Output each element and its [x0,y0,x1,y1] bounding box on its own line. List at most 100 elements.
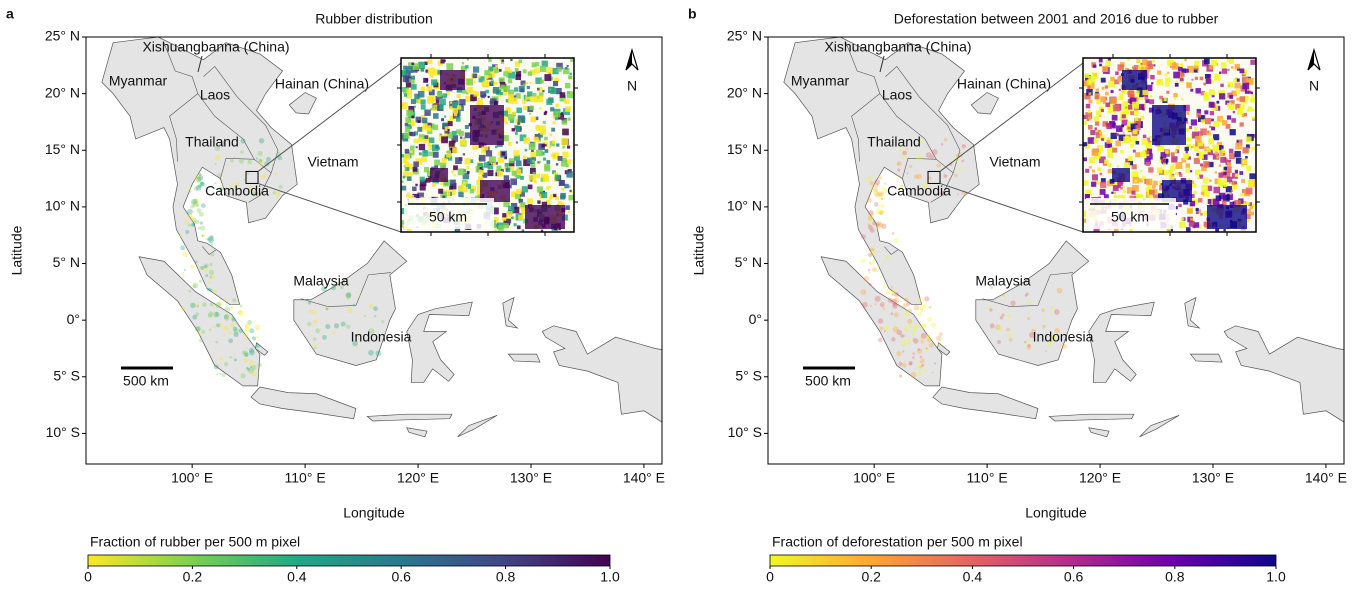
inset-pixel [551,140,556,144]
border [879,93,937,179]
inset-pixel [544,149,549,153]
inset-pixel [1123,162,1131,169]
inset-pixel [1090,130,1096,136]
inset-pixel [548,145,552,149]
inset-pixel [504,66,511,73]
tint [882,307,886,310]
tint [925,152,932,158]
tint [936,335,942,342]
tint [187,213,193,219]
inset-pixel [463,181,467,185]
colorbar [87,554,611,567]
inset-pixel [514,68,519,72]
inset-pixel [1107,143,1112,148]
inset-pixel [472,66,480,73]
inset-pixel [1153,194,1160,201]
inset-pixel [567,117,571,121]
tint [920,339,925,344]
inset-pixel [405,92,412,99]
land [293,240,408,366]
inset-pixel [1234,181,1238,185]
inset-pixel [1242,82,1250,90]
inset-pixel [515,74,522,81]
inset-pixel [507,106,511,110]
inset-pixel [1190,88,1194,92]
inset-pixel [1088,75,1096,83]
inset-pixel [505,107,511,113]
tint [244,352,249,358]
inset-pixel [1122,107,1130,115]
inset-patch [480,180,510,202]
inset-pixel [1148,189,1155,196]
inset-pixel [1195,88,1201,94]
x-tick-label: 140° E [1305,470,1347,486]
inset-pixel [425,69,429,73]
tint [1026,340,1030,344]
tint [1049,312,1053,316]
tint [869,247,874,251]
inset-pixel [1212,144,1220,152]
inset-pixel [1085,112,1093,119]
inset-pixel [1244,89,1250,94]
inset-pixel [428,175,432,180]
tint [184,220,189,224]
inset-pixel [456,94,461,99]
inset-pixel [552,170,556,175]
inset-pixel [437,70,442,75]
x-tick-label: 130° E [510,470,552,486]
inset-pixel [1226,102,1232,108]
inset-pixel [1219,93,1226,100]
inset-pixel [415,146,418,149]
tint [868,261,872,264]
inset-pixel [548,185,551,189]
inset-pixel [485,89,489,94]
tint [240,138,246,144]
inset-pixel [1247,180,1255,187]
inset-pixel [509,118,515,123]
inset-pixel [1130,111,1135,115]
inset-pixel [1185,121,1189,124]
inset-pixel [1221,68,1228,74]
inset-pixel [1139,92,1144,98]
inset-pixel [1131,171,1139,178]
inset-pixel [1118,88,1121,91]
inset-pixel [491,74,495,78]
inset-pixel [1179,221,1186,229]
inset-pixel [459,139,467,146]
tint [333,323,340,329]
tint [244,322,251,329]
inset-pixel [511,97,518,104]
inset-pixel [1132,101,1140,109]
inset-pixel [407,62,415,69]
inset-locator [927,170,941,184]
tint [191,199,197,205]
inset-pixel [501,216,507,221]
inset-pixel [501,110,508,117]
inset-pixel [523,105,528,111]
inset-pixel [447,156,453,161]
tint [228,331,232,335]
inset-pixel [1199,174,1204,179]
tint [989,285,994,289]
tint [915,154,922,161]
tint [220,184,224,188]
map-panel: b Deforestation between 2001 and 2016 due… [688,6,1347,585]
inset-pixel [517,122,521,125]
inset-pixel [1118,95,1124,101]
tint [197,177,200,180]
inset-pixel [1105,122,1110,127]
inset-pixel [1193,222,1200,228]
inset-pixel [1150,75,1155,80]
inset-pixel [1094,180,1099,185]
inset-pixel [1186,144,1192,150]
inset-pixel [1218,164,1222,167]
inset-pixel [1105,60,1111,66]
inset-pixel [436,92,442,97]
tint [201,329,206,334]
inset-pixel [1130,123,1138,131]
tint [256,372,260,375]
inset-pixel [1239,68,1245,74]
tint [206,238,210,241]
inset-pixel [538,132,543,138]
tint [1044,349,1048,353]
